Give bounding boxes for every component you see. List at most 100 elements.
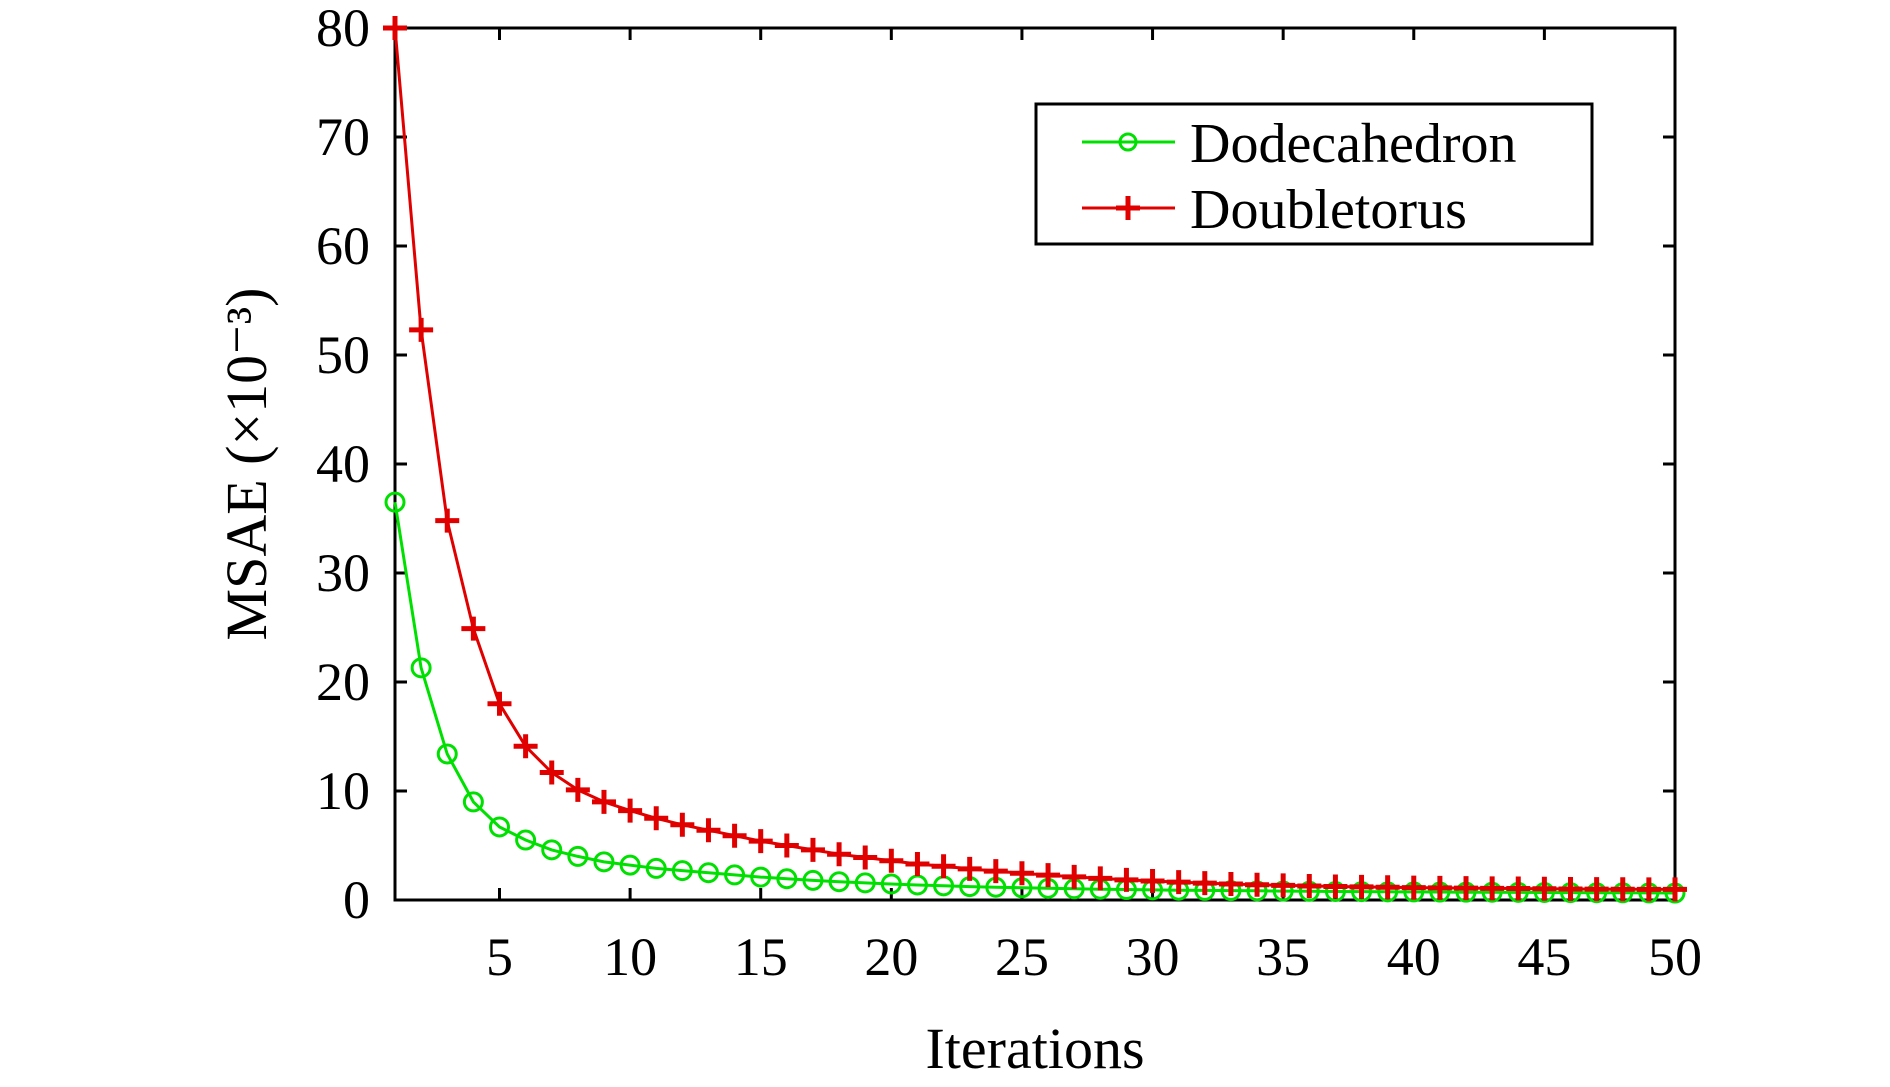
data-point-dodecahedron (724, 864, 746, 886)
data-point-dodecahedron (462, 791, 484, 813)
data-point-dodecahedron (880, 873, 902, 895)
data-point-doubletorus (435, 508, 460, 533)
data-point-doubletorus (539, 760, 564, 785)
y-tick-label: 0 (343, 870, 370, 930)
x-tick-label: 35 (1256, 927, 1310, 987)
data-point-doubletorus (1166, 870, 1191, 895)
data-point-doubletorus (1218, 871, 1243, 896)
data-point-doubletorus (1532, 876, 1557, 901)
data-point-doubletorus (957, 856, 982, 881)
data-point-doubletorus (461, 616, 486, 641)
data-point-doubletorus (670, 812, 695, 837)
data-point-dodecahedron (671, 860, 693, 882)
data-point-dodecahedron (436, 743, 458, 765)
data-point-doubletorus (774, 833, 799, 858)
data-point-doubletorus (1454, 876, 1479, 901)
data-point-dodecahedron (515, 829, 537, 851)
data-point-doubletorus (513, 734, 538, 759)
y-tick-label: 80 (316, 0, 370, 58)
data-point-doubletorus (1506, 876, 1531, 901)
data-point-doubletorus (853, 845, 878, 870)
data-point-doubletorus (1009, 861, 1034, 886)
x-tick-label: 50 (1648, 927, 1702, 987)
data-point-dodecahedron (645, 857, 667, 879)
data-point-doubletorus (1584, 877, 1609, 902)
y-tick-label: 10 (316, 761, 370, 821)
legend-label-dodecahedron: Dodecahedron (1190, 113, 1517, 175)
data-point-doubletorus (827, 842, 852, 867)
data-point-doubletorus (1114, 867, 1139, 892)
x-tick-label: 25 (995, 927, 1049, 987)
data-point-doubletorus (618, 798, 643, 823)
data-point-doubletorus (748, 829, 773, 854)
data-point-doubletorus (1427, 875, 1452, 900)
y-tick-label: 40 (316, 434, 370, 494)
data-point-doubletorus (487, 691, 512, 716)
data-point-doubletorus (383, 16, 407, 40)
data-point-doubletorus (644, 806, 669, 831)
legend-marker-doubletorus (1116, 196, 1140, 220)
data-point-doubletorus (1140, 869, 1165, 894)
legend: Dodecahedron Doubletorus (1034, 102, 1594, 246)
data-point-doubletorus (696, 818, 721, 843)
data-point-doubletorus (1480, 876, 1505, 901)
ticks-layer: 5 10 15 20 25 30 35 40 45 50 0 10 20 30 40 50 60 70 80 (316, 0, 1702, 987)
y-tick-label: 50 (316, 325, 370, 385)
data-point-doubletorus (1375, 875, 1400, 900)
data-point-doubletorus (1036, 863, 1061, 888)
data-point-dodecahedron (567, 845, 589, 867)
data-point-doubletorus (800, 837, 825, 862)
data-point-dodecahedron (619, 854, 641, 876)
x-tick-label: 5 (486, 927, 513, 987)
data-point-doubletorus (905, 852, 930, 877)
data-point-doubletorus (1271, 873, 1296, 898)
data-point-doubletorus (1245, 872, 1270, 897)
x-tick-label: 10 (603, 927, 657, 987)
y-tick-label: 20 (316, 652, 370, 712)
y-axis-label: MSAE (×10⁻³) (214, 288, 279, 641)
x-tick-label: 20 (864, 927, 918, 987)
data-point-doubletorus (409, 317, 434, 342)
data-point-doubletorus (1297, 873, 1322, 898)
data-point-dodecahedron (488, 816, 510, 838)
series-layer (383, 16, 1687, 904)
data-point-doubletorus (1610, 877, 1635, 902)
x-tick-label: 45 (1517, 927, 1571, 987)
data-point-dodecahedron (384, 491, 406, 513)
data-point-doubletorus (1349, 874, 1374, 899)
y-tick-label: 30 (316, 543, 370, 603)
data-point-dodecahedron (697, 862, 719, 884)
x-tick-label: 30 (1126, 927, 1180, 987)
data-point-dodecahedron (854, 872, 876, 894)
data-point-dodecahedron (410, 657, 432, 679)
data-point-doubletorus (1088, 866, 1113, 891)
x-tick-label: 15 (734, 927, 788, 987)
data-point-doubletorus (1062, 864, 1087, 889)
data-point-doubletorus (931, 854, 956, 879)
data-point-dodecahedron (802, 869, 824, 891)
data-point-doubletorus (879, 848, 904, 873)
data-point-doubletorus (983, 859, 1008, 884)
y-tick-label: 60 (316, 216, 370, 276)
data-point-doubletorus (1192, 871, 1217, 896)
y-tick-label: 70 (316, 107, 370, 167)
data-point-doubletorus (1323, 874, 1348, 899)
data-point-doubletorus (1636, 877, 1661, 902)
data-point-doubletorus (1401, 875, 1426, 900)
x-tick-label: 40 (1387, 927, 1441, 987)
data-point-doubletorus (591, 789, 616, 814)
legend-box (1034, 102, 1594, 246)
data-point-dodecahedron (828, 871, 850, 893)
data-point-dodecahedron (776, 868, 798, 890)
series-line-dodecahedron (393, 501, 1676, 895)
legend-label-doubletorus: Doubletorus (1190, 179, 1467, 241)
data-point-doubletorus (1558, 876, 1583, 901)
data-point-dodecahedron (593, 851, 615, 873)
data-point-doubletorus (1663, 877, 1687, 902)
legend-marker-dodecahedron (1118, 132, 1138, 152)
data-point-dodecahedron (541, 839, 563, 861)
x-axis-label: Iterations (925, 1016, 1144, 1081)
data-point-dodecahedron (750, 866, 772, 888)
